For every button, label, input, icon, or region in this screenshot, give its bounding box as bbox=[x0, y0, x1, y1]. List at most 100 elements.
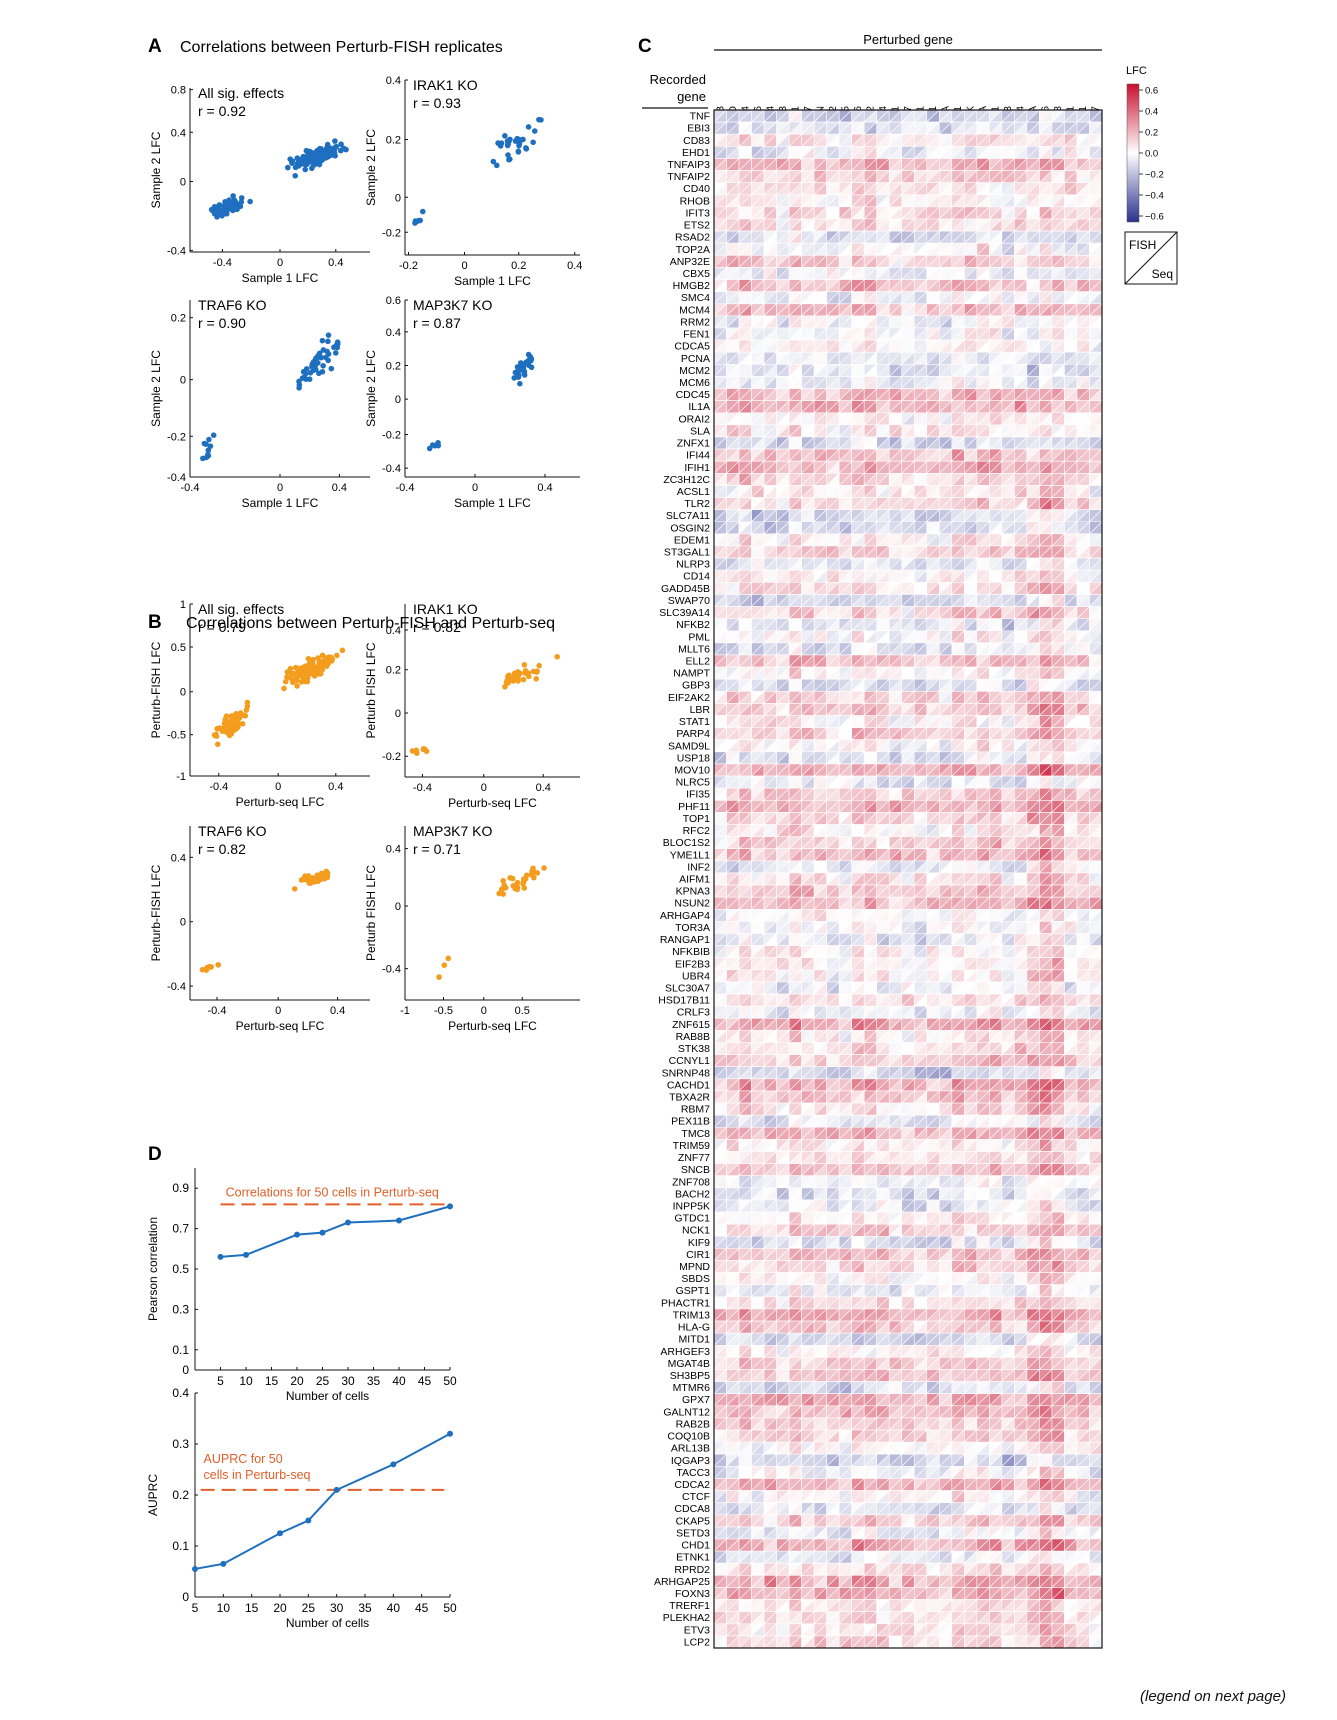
row-label: RHOB bbox=[680, 195, 710, 207]
scatter-point bbox=[506, 672, 512, 679]
plot-r-value: r = 0.82 bbox=[413, 619, 461, 635]
scatter-point bbox=[315, 664, 322, 670]
y-tick-label: 0.4 bbox=[171, 127, 186, 139]
row-label: TMC8 bbox=[681, 1128, 710, 1140]
x-axis-label: Sample 1 LFC bbox=[454, 274, 531, 288]
row-label: PHACTR1 bbox=[661, 1297, 710, 1309]
scatter-point bbox=[284, 669, 291, 675]
scatter-point bbox=[334, 652, 340, 659]
scatter-point bbox=[247, 198, 253, 205]
scatter-point bbox=[436, 974, 442, 980]
scatter-point bbox=[412, 218, 419, 224]
scatter-point bbox=[284, 164, 291, 171]
scatter-point bbox=[319, 652, 326, 659]
x-tick-label: 0 bbox=[275, 1005, 281, 1017]
scatter-point bbox=[329, 655, 335, 662]
scatter-point bbox=[244, 699, 251, 706]
scatter-point bbox=[328, 365, 335, 372]
scatter-point bbox=[316, 350, 323, 357]
row-label: RBM7 bbox=[681, 1104, 710, 1116]
x-tick-label: -0.4 bbox=[396, 482, 415, 494]
row-label: ARHGEF3 bbox=[660, 1346, 710, 1358]
scatter-point bbox=[324, 874, 331, 881]
row-label: MTMR6 bbox=[673, 1382, 710, 1394]
row-label: ZNF615 bbox=[672, 1019, 710, 1031]
scatter-point bbox=[522, 360, 529, 366]
scatter-point bbox=[298, 679, 305, 685]
scatter-point bbox=[323, 868, 330, 875]
plot-label: TRAF6 KO bbox=[198, 297, 267, 313]
scatter-point bbox=[413, 747, 420, 754]
row-label: SWAP70 bbox=[668, 595, 710, 607]
y-tick-label: -0.2 bbox=[167, 431, 186, 443]
scatter-point bbox=[502, 133, 508, 139]
scatter-point bbox=[325, 338, 331, 345]
scatter-point bbox=[512, 672, 519, 679]
row-label: RAB8B bbox=[676, 1031, 710, 1043]
scatter-point bbox=[338, 141, 344, 148]
row-label: RAB2B bbox=[676, 1418, 710, 1430]
y-tick-label: 0 bbox=[395, 708, 401, 720]
row-label: RPRD2 bbox=[674, 1564, 710, 1576]
row-label: ACSL1 bbox=[677, 486, 710, 498]
row-label: ORAI2 bbox=[678, 413, 710, 425]
row-label: CD40 bbox=[683, 183, 710, 195]
row-label: NCK1 bbox=[682, 1225, 710, 1237]
perturbed-gene-label: Perturbed gene bbox=[863, 32, 953, 47]
scatter-point bbox=[294, 161, 301, 167]
y-axis-label: Perturb FISH LFC bbox=[364, 865, 378, 961]
scatter-point bbox=[528, 871, 535, 878]
scatter-point bbox=[303, 366, 310, 372]
row-label: IFI35 bbox=[686, 789, 710, 801]
row-label: RSAD2 bbox=[675, 232, 710, 244]
row-label: BLOC1S2 bbox=[663, 837, 710, 849]
scatter-point bbox=[224, 729, 230, 736]
x-axis-label: Sample 1 LFC bbox=[454, 496, 531, 510]
scatter-point bbox=[325, 332, 332, 338]
y-tick-label: 0.5 bbox=[171, 642, 186, 654]
x-tick-label: -0.2 bbox=[399, 260, 418, 272]
y-tick-label: -0.4 bbox=[167, 981, 186, 993]
row-label: STK38 bbox=[678, 1043, 710, 1055]
scatter-point bbox=[530, 865, 536, 872]
y-tick-label: -1 bbox=[176, 771, 186, 783]
row-label: CDCA8 bbox=[674, 1503, 710, 1515]
plot-r-value: r = 0.71 bbox=[413, 841, 461, 857]
plot-r-value: r = 0.92 bbox=[198, 103, 246, 119]
scatter-point bbox=[512, 885, 519, 892]
row-label: CKAP5 bbox=[676, 1515, 711, 1527]
scatter-point bbox=[520, 676, 527, 683]
row-label: ETS2 bbox=[684, 220, 710, 232]
x-tick-label: 0.2 bbox=[511, 260, 526, 272]
scatter-point bbox=[520, 879, 527, 885]
y-tick-label: -0.2 bbox=[382, 430, 401, 442]
row-label: SBDS bbox=[681, 1273, 710, 1285]
row-label: TOP2A bbox=[676, 244, 710, 256]
scatter-point bbox=[314, 147, 321, 154]
x-tick-label: -1 bbox=[400, 1005, 410, 1017]
scatter-point bbox=[310, 161, 317, 168]
scatter-point bbox=[429, 442, 436, 448]
scatter-point bbox=[302, 166, 309, 173]
scatter-point bbox=[521, 885, 528, 891]
row-label: TLR2 bbox=[684, 498, 710, 510]
scatter-point bbox=[306, 376, 313, 382]
scatter-point bbox=[515, 367, 522, 373]
row-label: HMGB2 bbox=[673, 280, 711, 292]
x-tick-label: 0.4 bbox=[328, 781, 343, 793]
row-label: HLA-G bbox=[678, 1322, 710, 1334]
scatter-point bbox=[235, 716, 242, 722]
x-tick-label: 0 bbox=[277, 482, 283, 494]
panel-b-letter: B bbox=[148, 612, 162, 633]
y-tick-label: 0.4 bbox=[386, 625, 401, 637]
y-tick-label: -0.4 bbox=[167, 472, 186, 484]
plot-r-value: r = 0.90 bbox=[198, 315, 246, 331]
row-label: IQGAP3 bbox=[671, 1455, 710, 1467]
panel-a-title: Correlations between Perturb-FISH replic… bbox=[180, 39, 503, 56]
row-label: PEX11B bbox=[671, 1116, 710, 1128]
x-tick-label: -0.4 bbox=[208, 1005, 227, 1017]
panel-a-letter: A bbox=[148, 36, 162, 57]
